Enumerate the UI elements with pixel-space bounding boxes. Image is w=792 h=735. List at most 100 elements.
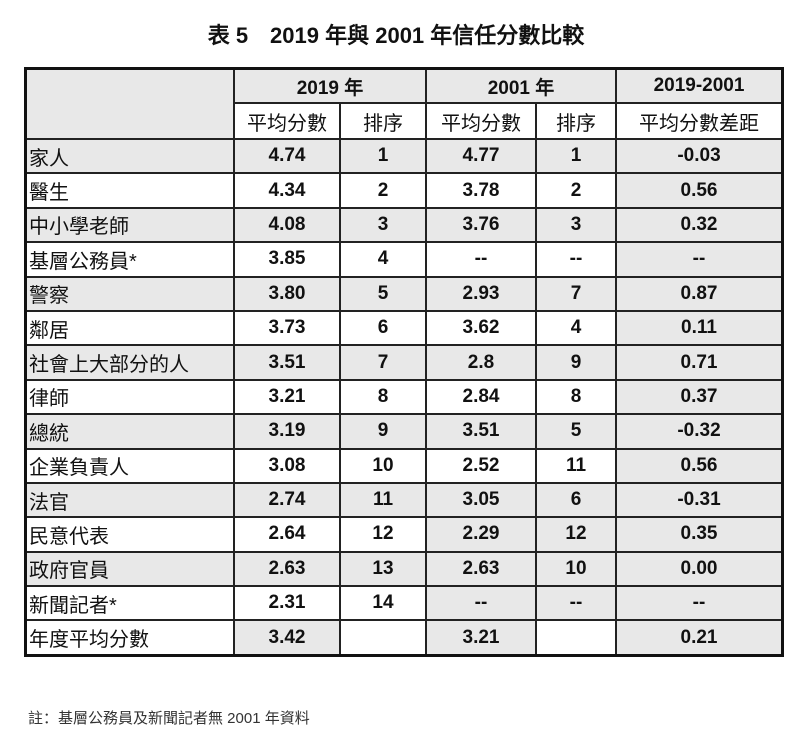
cell-a19: 3.08 (233, 447, 341, 484)
cell-r19: 14 (339, 585, 427, 622)
cell-a19: 3.73 (233, 309, 341, 347)
cell-r01: 6 (535, 481, 617, 519)
cell-a01: 2.63 (425, 550, 537, 588)
header-diff: 2019-2001 (615, 67, 784, 104)
row-label: 醫生 (24, 172, 235, 209)
cell-r01: 2 (535, 172, 617, 209)
cell-a01: 3.62 (425, 309, 537, 347)
row-label: 基層公務員* (24, 241, 235, 278)
cell-d: 0.21 (615, 619, 784, 657)
cell-r01: 8 (535, 378, 617, 416)
cell-a19: 4.34 (233, 172, 341, 209)
table-row: 家人 4.74 1 4.77 1 -0.03 (24, 137, 784, 175)
cell-d: 0.11 (615, 309, 784, 347)
cell-d: 0.00 (615, 550, 784, 588)
table-row: 醫生 4.34 2 3.78 2 0.56 (24, 172, 784, 209)
cell-a01: 2.93 (425, 275, 537, 312)
trust-score-table: 2019 年 2001 年 2019-2001 平均分數 排序 平均分數 排序 … (24, 67, 784, 657)
cell-r19: 10 (339, 447, 427, 484)
cell-a01: 2.29 (425, 516, 537, 553)
cell-r19: 11 (339, 481, 427, 519)
cell-d: 0.32 (615, 206, 784, 244)
cell-a01: 4.77 (425, 137, 537, 175)
cell-a19: 2.64 (233, 516, 341, 553)
cell-a19: 3.80 (233, 275, 341, 312)
row-label: 法官 (24, 481, 235, 519)
cell-r19: 3 (339, 206, 427, 244)
table-title: 表 5 2019 年與 2001 年信任分數比較 (207, 23, 585, 48)
row-label: 家人 (24, 137, 235, 175)
row-label: 中小學老師 (24, 206, 235, 244)
table-row: 法官 2.74 11 3.05 6 -0.31 (24, 481, 784, 519)
cell-r19 (339, 619, 427, 657)
cell-r01: 11 (535, 447, 617, 484)
cell-r19: 5 (339, 275, 427, 312)
cell-a01: 3.21 (425, 619, 537, 657)
cell-a19: 2.31 (233, 585, 341, 622)
cell-a01: 3.78 (425, 172, 537, 209)
table-row: 企業負責人 3.08 10 2.52 11 0.56 (24, 447, 784, 484)
cell-a19: 2.63 (233, 550, 341, 588)
row-label: 社會上大部分的人 (24, 344, 235, 381)
table-row: 民意代表 2.64 12 2.29 12 0.35 (24, 516, 784, 553)
cell-r19: 2 (339, 172, 427, 209)
cell-d: 0.71 (615, 344, 784, 381)
row-label: 總統 (24, 413, 235, 450)
cell-a01: 3.51 (425, 413, 537, 450)
footnote: 註：基層公務員及新聞記者無 2001 年資料 (28, 710, 310, 727)
cell-d: -0.32 (615, 413, 784, 450)
cell-d: 0.37 (615, 378, 784, 416)
table-row: 中小學老師 4.08 3 3.76 3 0.32 (24, 206, 784, 244)
table-row: 年度平均分數 3.42 3.21 0.21 (24, 619, 784, 657)
row-label: 年度平均分數 (24, 619, 235, 657)
cell-a19: 3.19 (233, 413, 341, 450)
cell-a01: 3.76 (425, 206, 537, 244)
cell-r01: 5 (535, 413, 617, 450)
cell-d: 0.35 (615, 516, 784, 553)
cell-d: -- (615, 585, 784, 622)
table-row: 律師 3.21 8 2.84 8 0.37 (24, 378, 784, 416)
table-row: 基層公務員* 3.85 4 -- -- -- (24, 241, 784, 278)
cell-r01: 3 (535, 206, 617, 244)
cell-r01: 9 (535, 344, 617, 381)
cell-r01 (535, 619, 617, 657)
table-row: 警察 3.80 5 2.93 7 0.87 (24, 275, 784, 312)
cell-a19: 3.21 (233, 378, 341, 416)
cell-r01: 7 (535, 275, 617, 312)
cell-a01: -- (425, 585, 537, 622)
table-row: 鄰居 3.73 6 3.62 4 0.11 (24, 309, 784, 347)
cell-r01: 12 (535, 516, 617, 553)
cell-a01: 2.84 (425, 378, 537, 416)
table-row: 總統 3.19 9 3.51 5 -0.32 (24, 413, 784, 450)
cell-r19: 6 (339, 309, 427, 347)
row-label: 律師 (24, 378, 235, 416)
header-2019: 2019 年 (233, 67, 427, 104)
header-rank-2019: 排序 (339, 102, 427, 140)
row-label: 鄰居 (24, 309, 235, 347)
cell-r01: -- (535, 585, 617, 622)
cell-a01: -- (425, 241, 537, 278)
cell-a01: 2.8 (425, 344, 537, 381)
cell-a19: 2.74 (233, 481, 341, 519)
table-row: 新聞記者* 2.31 14 -- -- -- (24, 585, 784, 622)
cell-r19: 7 (339, 344, 427, 381)
cell-r19: 9 (339, 413, 427, 450)
header-rank-2001: 排序 (535, 102, 617, 140)
cell-r01: -- (535, 241, 617, 278)
header-gap: 平均分數差距 (615, 102, 784, 140)
table-row: 政府官員 2.63 13 2.63 10 0.00 (24, 550, 784, 588)
table-row: 社會上大部分的人 3.51 7 2.8 9 0.71 (24, 344, 784, 381)
cell-a19: 3.85 (233, 241, 341, 278)
cell-a19: 3.42 (233, 619, 341, 657)
cell-d: 0.87 (615, 275, 784, 312)
cell-r01: 10 (535, 550, 617, 588)
cell-r01: 4 (535, 309, 617, 347)
cell-r19: 8 (339, 378, 427, 416)
cell-d: -- (615, 241, 784, 278)
row-label: 政府官員 (24, 550, 235, 588)
cell-r19: 12 (339, 516, 427, 553)
cell-r01: 1 (535, 137, 617, 175)
row-label: 新聞記者* (24, 585, 235, 622)
header-avg-2019: 平均分數 (233, 102, 341, 140)
row-label: 民意代表 (24, 516, 235, 553)
